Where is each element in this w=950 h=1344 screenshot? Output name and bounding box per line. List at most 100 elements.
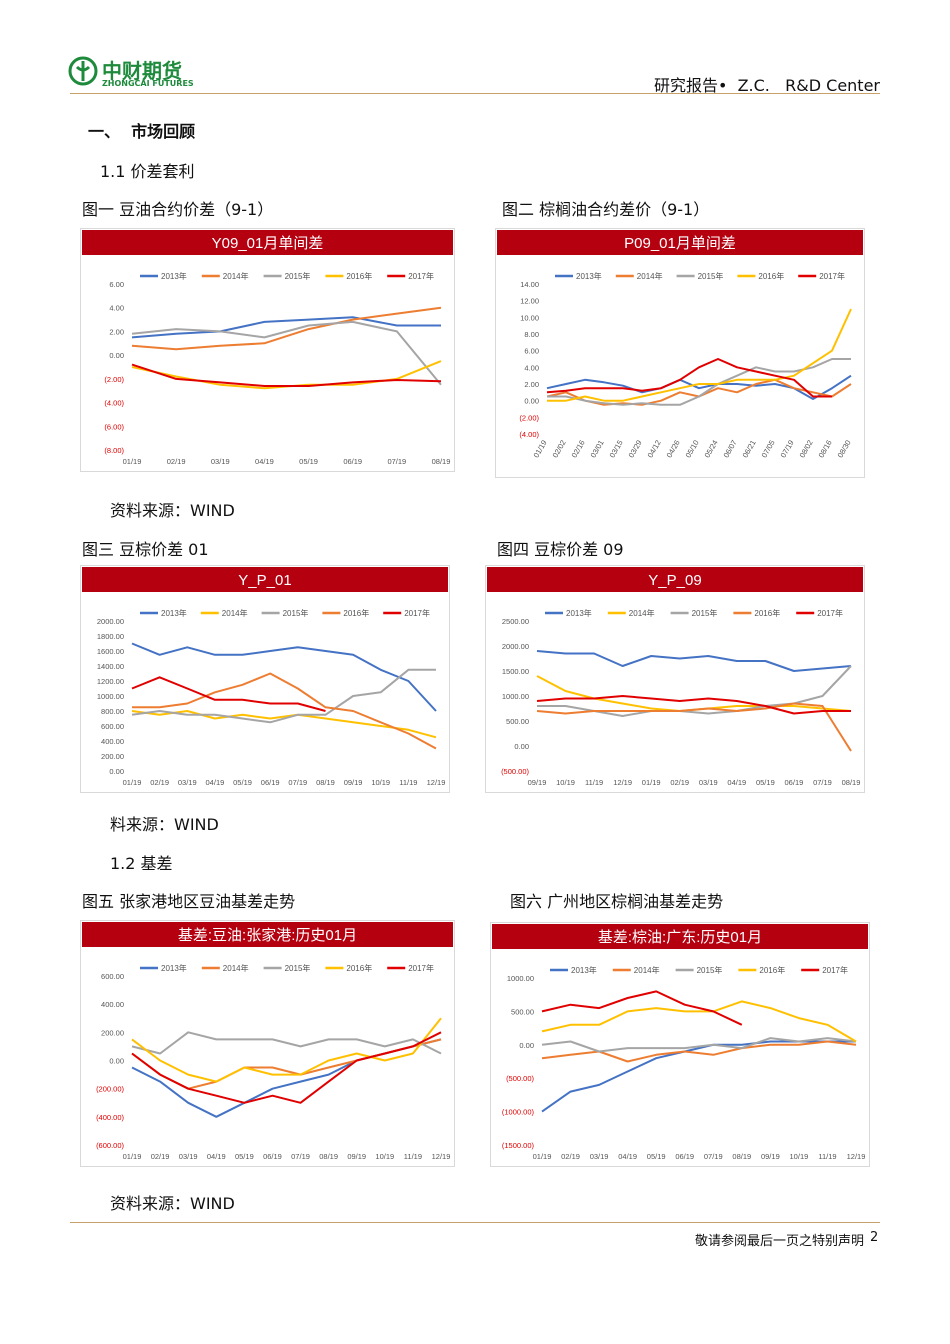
y-tick-label: (500.00) (501, 767, 529, 776)
chart-frame (80, 920, 455, 1167)
legend-label: 2016年 (754, 608, 780, 618)
x-tick-label: 03/19 (699, 778, 718, 787)
series-line (131, 1031, 442, 1104)
figure-caption: 图六 广州地区棕榈油基差走势 (510, 892, 724, 911)
series-line (536, 650, 852, 672)
legend-label: 2016年 (346, 271, 372, 281)
legend-label: 2017年 (819, 271, 845, 281)
y-tick-label: (4.00) (519, 430, 539, 439)
y-tick-label: 14.00 (520, 280, 539, 289)
series-line (131, 642, 437, 712)
y-tick-label: 10.00 (520, 313, 539, 322)
chart-title: Y_P_09 (648, 572, 701, 589)
legend-label: 2017年 (408, 963, 434, 973)
x-tick-label: 06/19 (675, 1152, 694, 1161)
y-tick-label: 0.00 (109, 767, 124, 776)
x-tick-label: 03/19 (179, 1152, 198, 1161)
y-tick-label: 2500.00 (502, 617, 529, 626)
series-line (537, 665, 852, 717)
chart: 基差:豆油:张家港:历史01月 2013年 2014年 2015年 2016年 2017年… (80, 920, 455, 1167)
title-band (82, 567, 448, 592)
series-line (547, 358, 851, 406)
series-line (131, 1017, 442, 1083)
chart-title: 基差:豆油:张家港:历史01月 (178, 927, 357, 944)
legend-label: 2015年 (698, 271, 724, 281)
x-tick-label: 12/19 (432, 1152, 451, 1161)
chart: Y09_01月单间差 2013年 2014年 2015年 2016年 2017年 (8.00… (80, 228, 455, 472)
y-tick-label: 800.00 (101, 707, 124, 716)
x-tick-label: 01/19 (123, 778, 142, 787)
x-tick-label: 12/19 (427, 778, 446, 787)
x-tick-label: 12/19 (613, 778, 632, 787)
x-tick-label: 01/19 (533, 1152, 552, 1161)
series-line (131, 306, 442, 351)
title-band (487, 567, 863, 592)
legend-label: 2014年 (223, 963, 249, 973)
y-tick-label: (2.00) (519, 413, 539, 422)
y-tick-label: 4.00 (109, 304, 124, 313)
x-tick-label: 11/19 (399, 778, 417, 787)
x-tick-label: 11/19 (404, 1152, 422, 1161)
x-tick-label: 09/19 (347, 1152, 366, 1161)
y-tick-label: (2.00) (104, 375, 124, 384)
x-tick-label: 07/19 (387, 457, 406, 466)
chart-frame (80, 565, 450, 793)
legend-label: 2014年 (634, 965, 660, 975)
x-tick-label: 07/19 (291, 1152, 310, 1161)
series-line (546, 358, 832, 398)
x-tick-label: 04/19 (206, 778, 225, 787)
logo-en: ZHONGCAI FUTURES (102, 79, 194, 88)
y-tick-label: 6.00 (109, 280, 124, 289)
y-tick-label: 1000.00 (507, 974, 534, 983)
y-tick-label: 400.00 (101, 1000, 124, 1009)
footer-rule (70, 1222, 880, 1223)
y-tick-label: (4.00) (104, 399, 124, 408)
legend-label: 2014年 (629, 608, 655, 618)
y-tick-label: 1000.00 (502, 692, 529, 701)
legend-label: 2014年 (222, 608, 248, 618)
y-tick-label: 8.00 (524, 330, 539, 339)
x-tick-label: 06/19 (343, 457, 362, 466)
figure-caption: 图一 豆油合约价差（9-1） (82, 200, 274, 219)
legend-label: 2016年 (759, 965, 785, 975)
x-tick-label: 03/19 (211, 457, 230, 466)
logo-cn: 中财期货 (102, 59, 182, 83)
x-tick-label: 07/19 (288, 778, 307, 787)
series-line (131, 363, 442, 387)
series-line (536, 695, 851, 715)
legend-label: 2013年 (161, 271, 187, 281)
y-tick-label: (1000.00) (502, 1108, 535, 1117)
footer-note: 敬请参阅最后一页之特别声明 (694, 1234, 864, 1249)
x-tick-label: 10/19 (556, 778, 575, 787)
x-tick-label: 03/19 (590, 1152, 609, 1161)
y-tick-label: 0.00 (109, 1057, 124, 1066)
legend-label: 2015年 (285, 963, 311, 973)
x-tick-label: 06/19 (261, 778, 280, 787)
y-tick-label: 4.00 (524, 363, 539, 372)
series-line (541, 1040, 857, 1063)
series-line (541, 1000, 857, 1043)
y-tick-label: 0.00 (109, 351, 124, 360)
chart: Y_P_09 2013年 2014年 2015年 2016年 2017年 (500.00) 0… (485, 565, 865, 793)
y-tick-label: (200.00) (96, 1085, 124, 1094)
legend-label: 2017年 (408, 271, 434, 281)
x-tick-label: 03/19 (178, 778, 197, 787)
x-tick-label: 06/19 (785, 778, 804, 787)
series-line (131, 668, 436, 724)
series-line (547, 308, 852, 402)
y-tick-label: 1000.00 (97, 692, 124, 701)
y-tick-label: 200.00 (101, 752, 124, 761)
chart: 基差:棕油:广东:历史01月 2013年 2014年 2015年 2016年 2017年 (… (490, 922, 870, 1167)
source: 资料来源：WIND (110, 501, 235, 520)
x-tick-label: 08/19 (319, 1152, 338, 1161)
series-line (131, 710, 437, 739)
x-tick-label: 01/19 (123, 1152, 142, 1161)
y-tick-label: 500.00 (506, 717, 529, 726)
x-tick-label: 08/19 (842, 778, 861, 787)
y-tick-label: 0.00 (524, 397, 539, 406)
y-tick-label: (500.00) (506, 1074, 534, 1083)
legend-label: 2013年 (576, 271, 602, 281)
title-band (82, 230, 453, 255)
legend-label: 2015年 (283, 608, 309, 618)
y-tick-label: 600.00 (101, 722, 124, 731)
